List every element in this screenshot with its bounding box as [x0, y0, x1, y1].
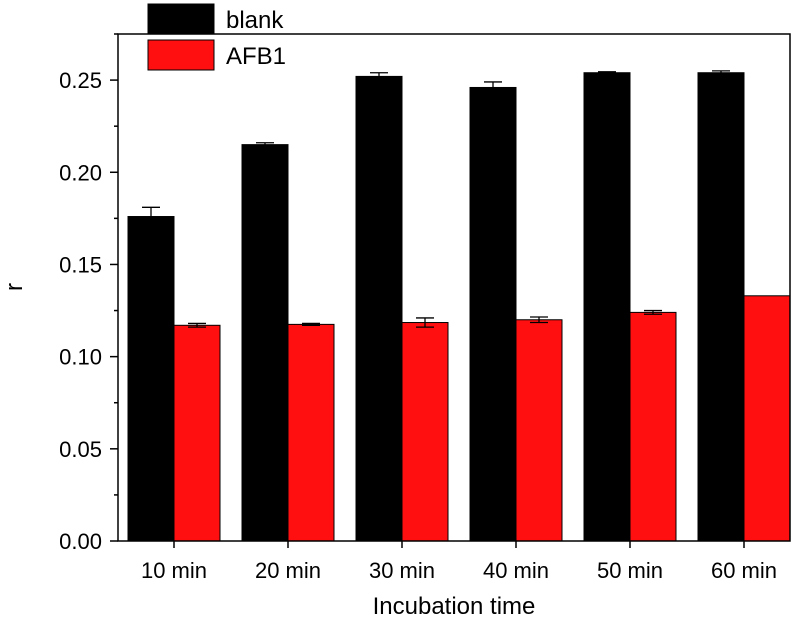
legend-label-blank: blank: [226, 7, 284, 34]
y-tick-label: 0.20: [59, 160, 102, 185]
x-tick-label: 30 min: [369, 558, 435, 583]
y-axis: 0.00 0.05 0.10 0.15 0.20 0.25: [59, 33, 118, 554]
bar-afb1-4: [515, 319, 563, 542]
y-tick-label: 0.00: [59, 529, 102, 554]
legend-swatch-afb1: [147, 39, 215, 71]
bar-blank-5: [583, 72, 631, 542]
bar-blank-2: [241, 144, 289, 542]
x-axis-title: Incubation time: [373, 593, 536, 620]
bars-layer: [127, 72, 791, 542]
bar-afb1-5: [629, 311, 677, 542]
plot-frame: [117, 33, 791, 542]
x-axis: 10 min 20 min 30 min 40 min 50 min 60 min: [141, 541, 777, 583]
legend: blank AFB1: [147, 3, 286, 71]
y-tick-label: 0.15: [59, 252, 102, 277]
x-tick-label: 50 min: [597, 558, 663, 583]
bar-blank-6: [697, 72, 745, 542]
y-tick-label: 0.25: [59, 68, 102, 93]
x-tick-label: 10 min: [141, 558, 207, 583]
bar-afb1-3: [401, 322, 449, 542]
x-tick-label: 60 min: [711, 558, 777, 583]
legend-swatch-blank: [147, 3, 215, 35]
x-tick-label: 20 min: [255, 558, 321, 583]
bar-afb1-1: [173, 324, 221, 542]
legend-label-afb1: AFB1: [226, 43, 286, 70]
x-tick-label: 40 min: [483, 558, 549, 583]
bar-afb1-6: [743, 295, 791, 542]
bar-blank-3: [355, 75, 403, 542]
y-tick-label: 0.05: [59, 437, 102, 462]
error-bars-layer: [142, 70, 730, 328]
bar-blank-1: [127, 216, 175, 542]
y-axis-title: r: [1, 283, 28, 291]
y-tick-label: 0.10: [59, 345, 102, 370]
bar-afb1-2: [287, 323, 335, 542]
bar-blank-4: [469, 86, 517, 542]
